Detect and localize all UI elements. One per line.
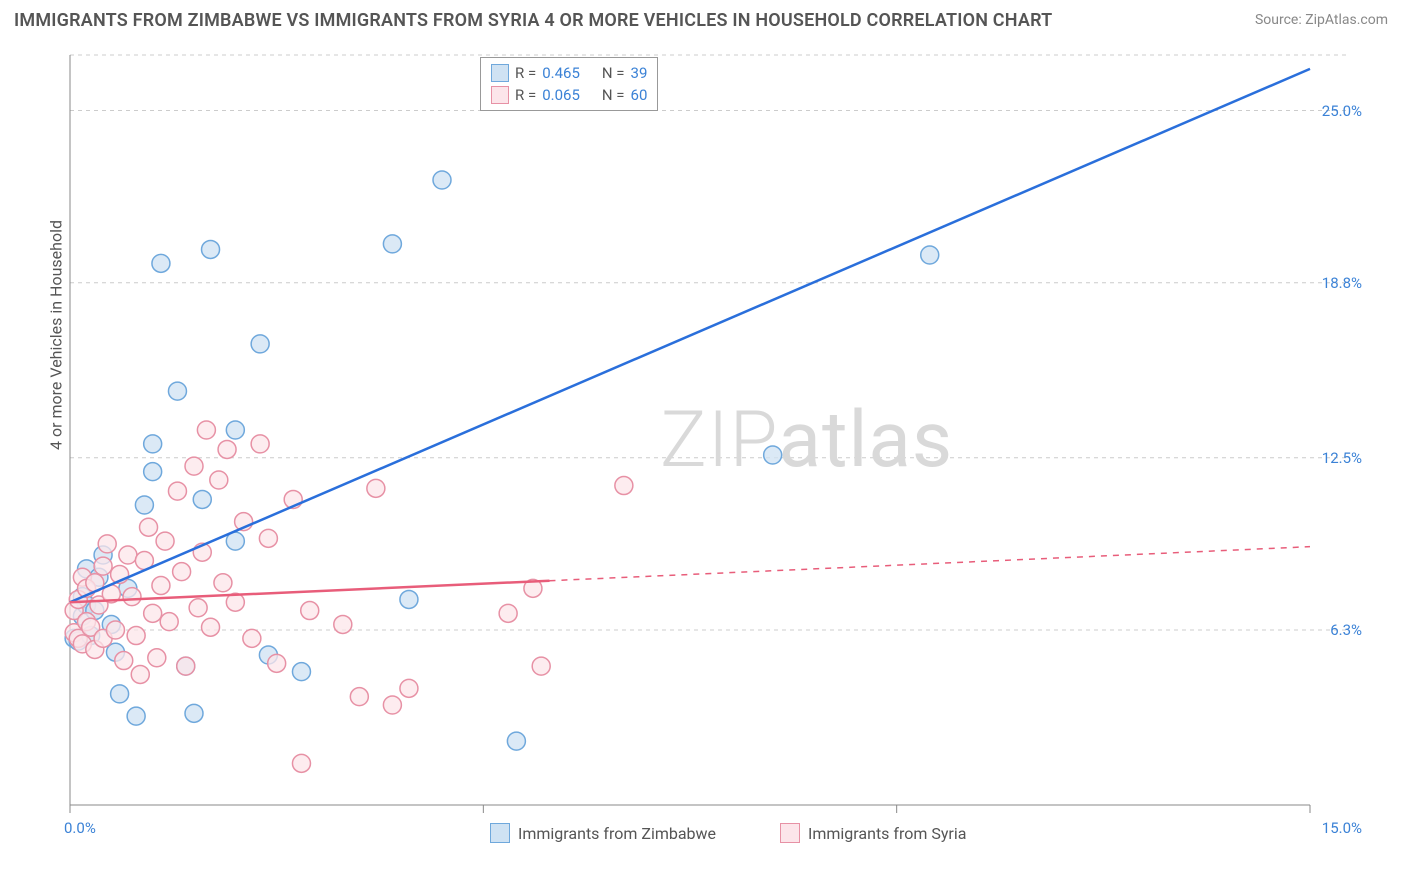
axis-tick-label: 6.3% [1330, 621, 1362, 639]
plot-svg [50, 55, 350, 205]
n-label: N = [602, 64, 625, 82]
legend-stats-row: R = 0.065 N = 60 [491, 84, 647, 106]
legend-swatch-icon [780, 823, 800, 843]
r-value: 0.465 [542, 64, 580, 82]
legend-stats-row: R = 0.465 N = 39 [491, 62, 647, 84]
r-value: 0.065 [542, 86, 580, 104]
watermark: ZIPatlas [660, 395, 953, 486]
source-attribution: Source: ZipAtlas.com [1255, 12, 1388, 28]
axis-tick-label: 12.5% [1322, 449, 1362, 467]
legend-swatch-icon [491, 64, 509, 82]
axis-tick-label: 15.0% [1322, 819, 1362, 837]
legend-series-b: Immigrants from Syria [780, 823, 966, 843]
legend-label: Immigrants from Syria [808, 824, 966, 843]
source-name: ZipAtlas.com [1305, 12, 1388, 28]
n-value: 39 [631, 64, 648, 82]
watermark-zip: ZIP [660, 395, 779, 486]
n-value: 60 [631, 86, 648, 104]
axis-tick-label: 25.0% [1322, 102, 1362, 120]
y-axis-label: 4 or more Vehicles in Household [47, 220, 66, 450]
legend-stats-box: R = 0.465 N = 39 R = 0.065 N = 60 [480, 57, 658, 111]
legend-swatch-icon [491, 86, 509, 104]
legend-label: Immigrants from Zimbabwe [518, 824, 716, 843]
correlation-chart: IMMIGRANTS FROM ZIMBABWE VS IMMIGRANTS F… [0, 0, 1406, 892]
r-label: R = [515, 64, 536, 82]
legend-series-a: Immigrants from Zimbabwe [490, 823, 716, 843]
plot-area: 4 or more Vehicles in Household ZIPatlas… [50, 55, 1370, 845]
source-prefix: Source: [1255, 12, 1305, 28]
legend-swatch-icon [490, 823, 510, 843]
watermark-atlas: atlas [779, 395, 954, 486]
axis-tick-label: 18.8% [1322, 274, 1362, 292]
n-label: N = [602, 86, 625, 104]
chart-title: IMMIGRANTS FROM ZIMBABWE VS IMMIGRANTS F… [14, 10, 1052, 31]
r-label: R = [515, 86, 536, 104]
axis-tick-label: 0.0% [64, 819, 96, 837]
